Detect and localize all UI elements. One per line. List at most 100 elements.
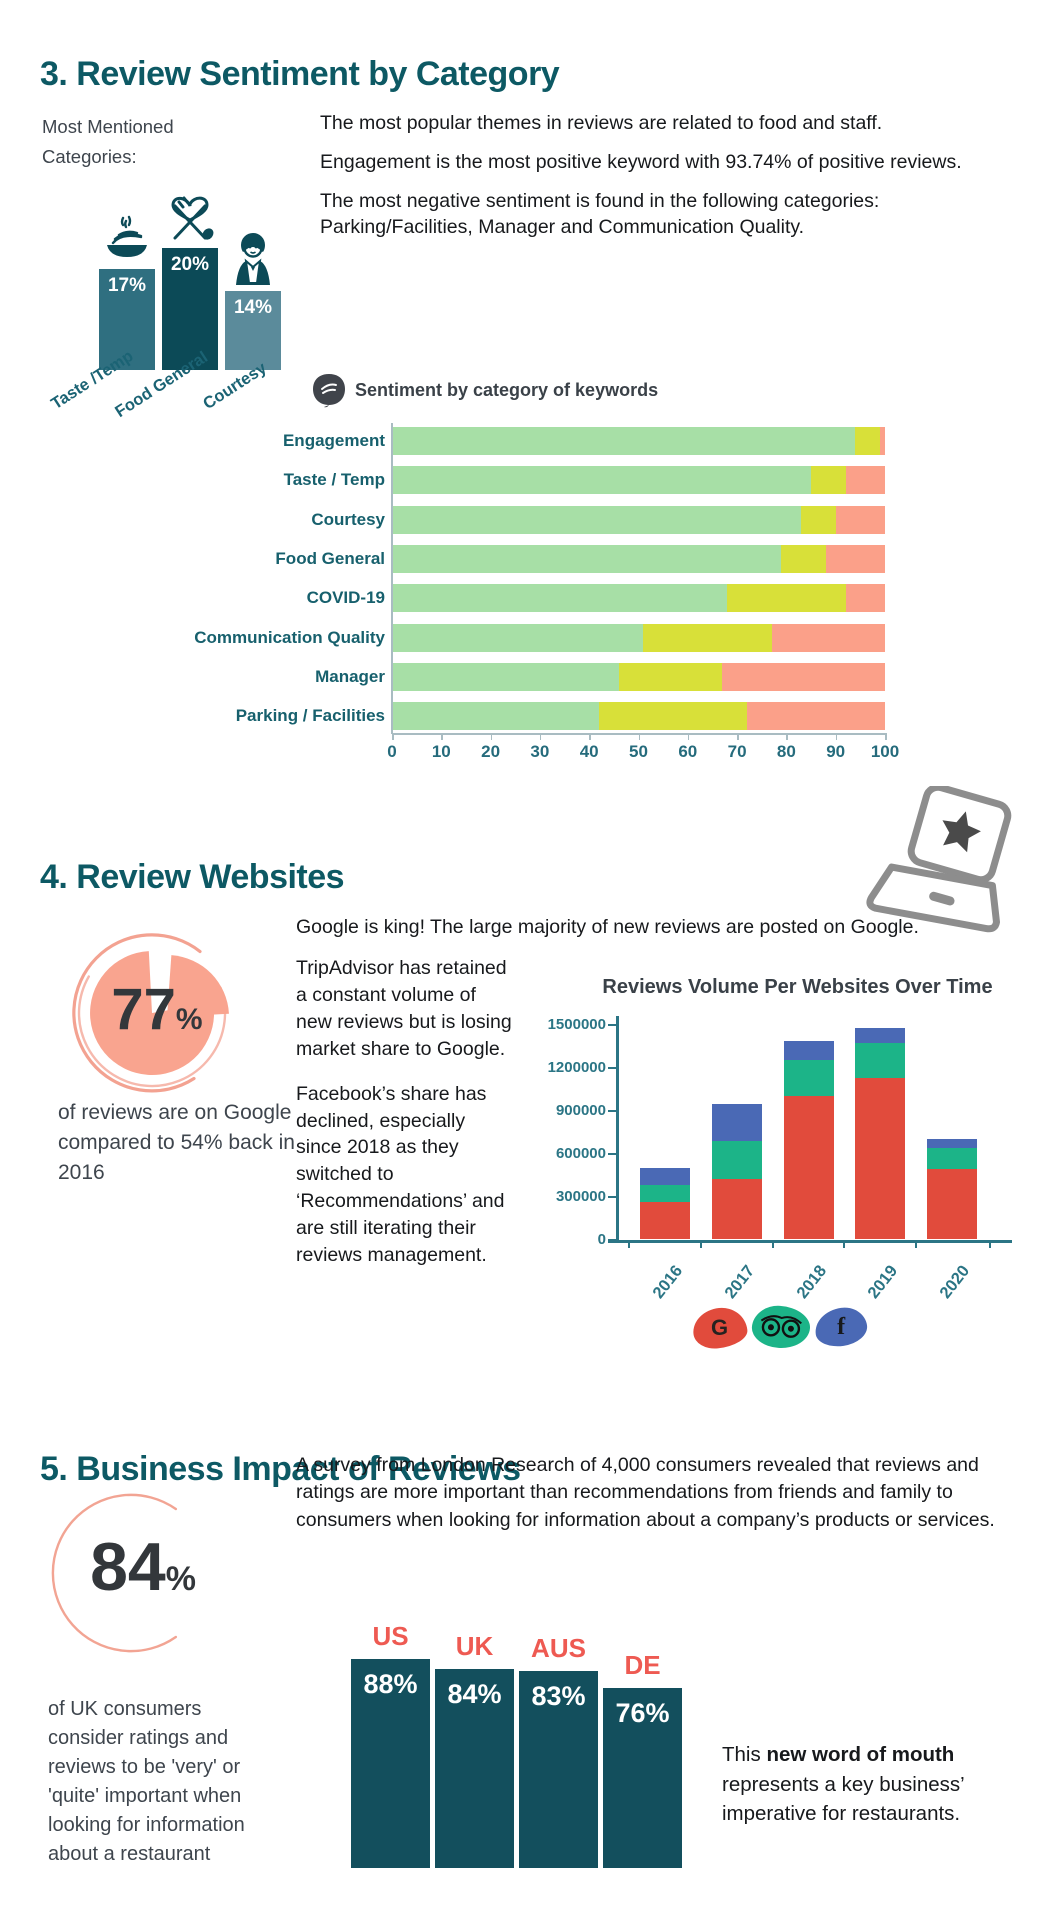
axis-tick-label: 100 bbox=[870, 742, 900, 761]
sentiment-segment-negative bbox=[845, 466, 885, 495]
axis-tick bbox=[608, 1196, 617, 1198]
section4-title: 4. Review Websites bbox=[40, 858, 345, 896]
most-mentioned-col-taste: 17% bbox=[95, 138, 159, 370]
volume-chart-title: Reviews Volume Per Websites Over Time bbox=[602, 976, 993, 998]
axis-tick-label: 10 bbox=[431, 742, 451, 761]
axis-tick bbox=[989, 1240, 992, 1248]
axis-tick bbox=[539, 733, 542, 740]
axis-tick bbox=[843, 1240, 846, 1248]
bar-value-label: 17% bbox=[107, 275, 147, 297]
sentiment-row-bar bbox=[392, 544, 885, 573]
volume-y-tick-label: 600000 bbox=[555, 1145, 606, 1162]
volume-bar-Google bbox=[855, 1078, 906, 1239]
volume-x-tick-label: 2016 bbox=[649, 1262, 687, 1303]
stat-84-arc bbox=[51, 1493, 178, 1653]
volume-x-axis bbox=[608, 1240, 1012, 1243]
paragraph: The most negative sentiment is found in … bbox=[320, 190, 880, 239]
section5-paragraph: A survey from London Research of 4,000 c… bbox=[296, 1454, 995, 1531]
volume-bar-Google bbox=[640, 1201, 690, 1239]
country-bar-label: DE bbox=[624, 1649, 661, 1680]
sentiment-segment-negative bbox=[880, 427, 885, 455]
heart-cutlery-icon bbox=[171, 196, 214, 240]
volume-bar-TripAdvisor bbox=[640, 1185, 690, 1202]
country-bar-US bbox=[351, 1659, 430, 1868]
paragraph: Facebook’s share has declined, especiall… bbox=[296, 1082, 505, 1267]
volume-y-axis bbox=[616, 1016, 619, 1242]
section4-column-text: TripAdvisor has retained a constant volu… bbox=[296, 955, 514, 1287]
axis-tick bbox=[490, 733, 493, 740]
most-mentioned-bar-food: 20% bbox=[162, 247, 218, 370]
tripadvisor-owl-icon bbox=[760, 1315, 802, 1338]
paragraph: The most popular themes in reviews are r… bbox=[320, 112, 883, 134]
sentiment-segment-positive bbox=[392, 505, 802, 534]
volume-bar-Facebook bbox=[927, 1138, 978, 1148]
country-bar-AUS bbox=[519, 1670, 598, 1868]
axis-tick-label: 40 bbox=[579, 742, 599, 761]
sentiment-segment-positive bbox=[392, 662, 619, 691]
sentiment-row-bar bbox=[392, 427, 885, 455]
country-bar-label: US bbox=[372, 1621, 409, 1651]
sentiment-row-bar bbox=[392, 466, 885, 495]
sentiment-row-label: Taste / Temp bbox=[283, 470, 385, 490]
sentiment-y-axis bbox=[391, 423, 393, 734]
sentiment-row-label: Engagement bbox=[282, 431, 385, 450]
stat-77-caption: of reviews are on Google compared to 54%… bbox=[58, 1101, 295, 1184]
section5-title: 5. Business Impact of Reviews bbox=[40, 1450, 521, 1488]
axis-tick bbox=[687, 733, 690, 740]
sentiment-segment-negative bbox=[835, 505, 885, 534]
paragraph: Engagement is the most positive keyword … bbox=[320, 151, 962, 174]
volume-bar-Facebook bbox=[783, 1041, 834, 1060]
waitress-icon bbox=[236, 232, 270, 285]
country-bar-value: 83% bbox=[531, 1680, 586, 1711]
axis-tick bbox=[835, 733, 838, 740]
comment-icon bbox=[313, 374, 345, 408]
sentiment-row-bar bbox=[392, 702, 885, 731]
volume-bar-TripAdvisor bbox=[783, 1059, 834, 1096]
sentiment-segment-positive bbox=[392, 544, 782, 573]
axis-tick bbox=[589, 733, 591, 740]
sentiment-segment-negative bbox=[845, 584, 885, 613]
country-bar-label: AUS bbox=[531, 1632, 586, 1663]
sentiment-chart-header: Sentiment by category of keywords bbox=[312, 372, 658, 408]
sentiment-row-label: Communication Quality bbox=[194, 627, 385, 647]
country-bar-UK bbox=[435, 1668, 514, 1868]
axis-tick bbox=[608, 1110, 617, 1112]
section4-intro: Google is king! The large majority of ne… bbox=[296, 916, 919, 938]
stat-84-caption: of UK consumers consider ratings and rev… bbox=[48, 1698, 245, 1865]
axis-tick-label: 30 bbox=[530, 742, 550, 761]
most-mentioned-col-courtesy: 14% bbox=[221, 138, 285, 370]
country-bar-DE bbox=[603, 1687, 682, 1868]
axis-tick bbox=[915, 1240, 918, 1248]
paragraph: TripAdvisor has retained a constant volu… bbox=[296, 957, 512, 1060]
stat-84-percent: 84% bbox=[90, 1529, 196, 1605]
volume-x-tick-label: 2020 bbox=[936, 1262, 974, 1303]
axis-tick bbox=[786, 733, 788, 740]
section5-note: This new word of mouth represents a key … bbox=[722, 1743, 964, 1826]
volume-bar-Google bbox=[711, 1178, 762, 1239]
sentiment-segment-neutral bbox=[618, 662, 723, 691]
country-bar-label: UK bbox=[455, 1630, 494, 1661]
most-mentioned-col-food: 20% bbox=[158, 138, 222, 370]
sentiment-segment-neutral bbox=[727, 584, 846, 613]
axis-tick bbox=[608, 1239, 617, 1241]
stat-77-percent: 77% bbox=[111, 977, 203, 1042]
country-bar-value: 76% bbox=[615, 1697, 670, 1728]
sentiment-segment-positive bbox=[392, 466, 812, 495]
volume-y-tick-label: 300000 bbox=[555, 1188, 606, 1205]
axis-tick bbox=[771, 1240, 774, 1248]
google-share-pie bbox=[72, 933, 229, 1093]
axis-tick bbox=[638, 733, 640, 740]
axis-tick bbox=[737, 733, 739, 740]
sentiment-segment-neutral bbox=[801, 505, 836, 534]
axis-tick-label: 50 bbox=[629, 742, 648, 761]
note-bold: new word of mouth bbox=[766, 1743, 955, 1766]
axis-tick bbox=[608, 1024, 617, 1026]
sentiment-row-label: Courtesy bbox=[311, 509, 385, 529]
bar-value-label: 20% bbox=[170, 253, 210, 275]
volume-y-tick-label: 900000 bbox=[555, 1102, 606, 1119]
volume-bar-TripAdvisor bbox=[855, 1042, 906, 1079]
sentiment-segment-positive bbox=[392, 584, 728, 613]
pasta-dish-icon bbox=[107, 216, 147, 258]
axis-tick bbox=[699, 1240, 702, 1248]
